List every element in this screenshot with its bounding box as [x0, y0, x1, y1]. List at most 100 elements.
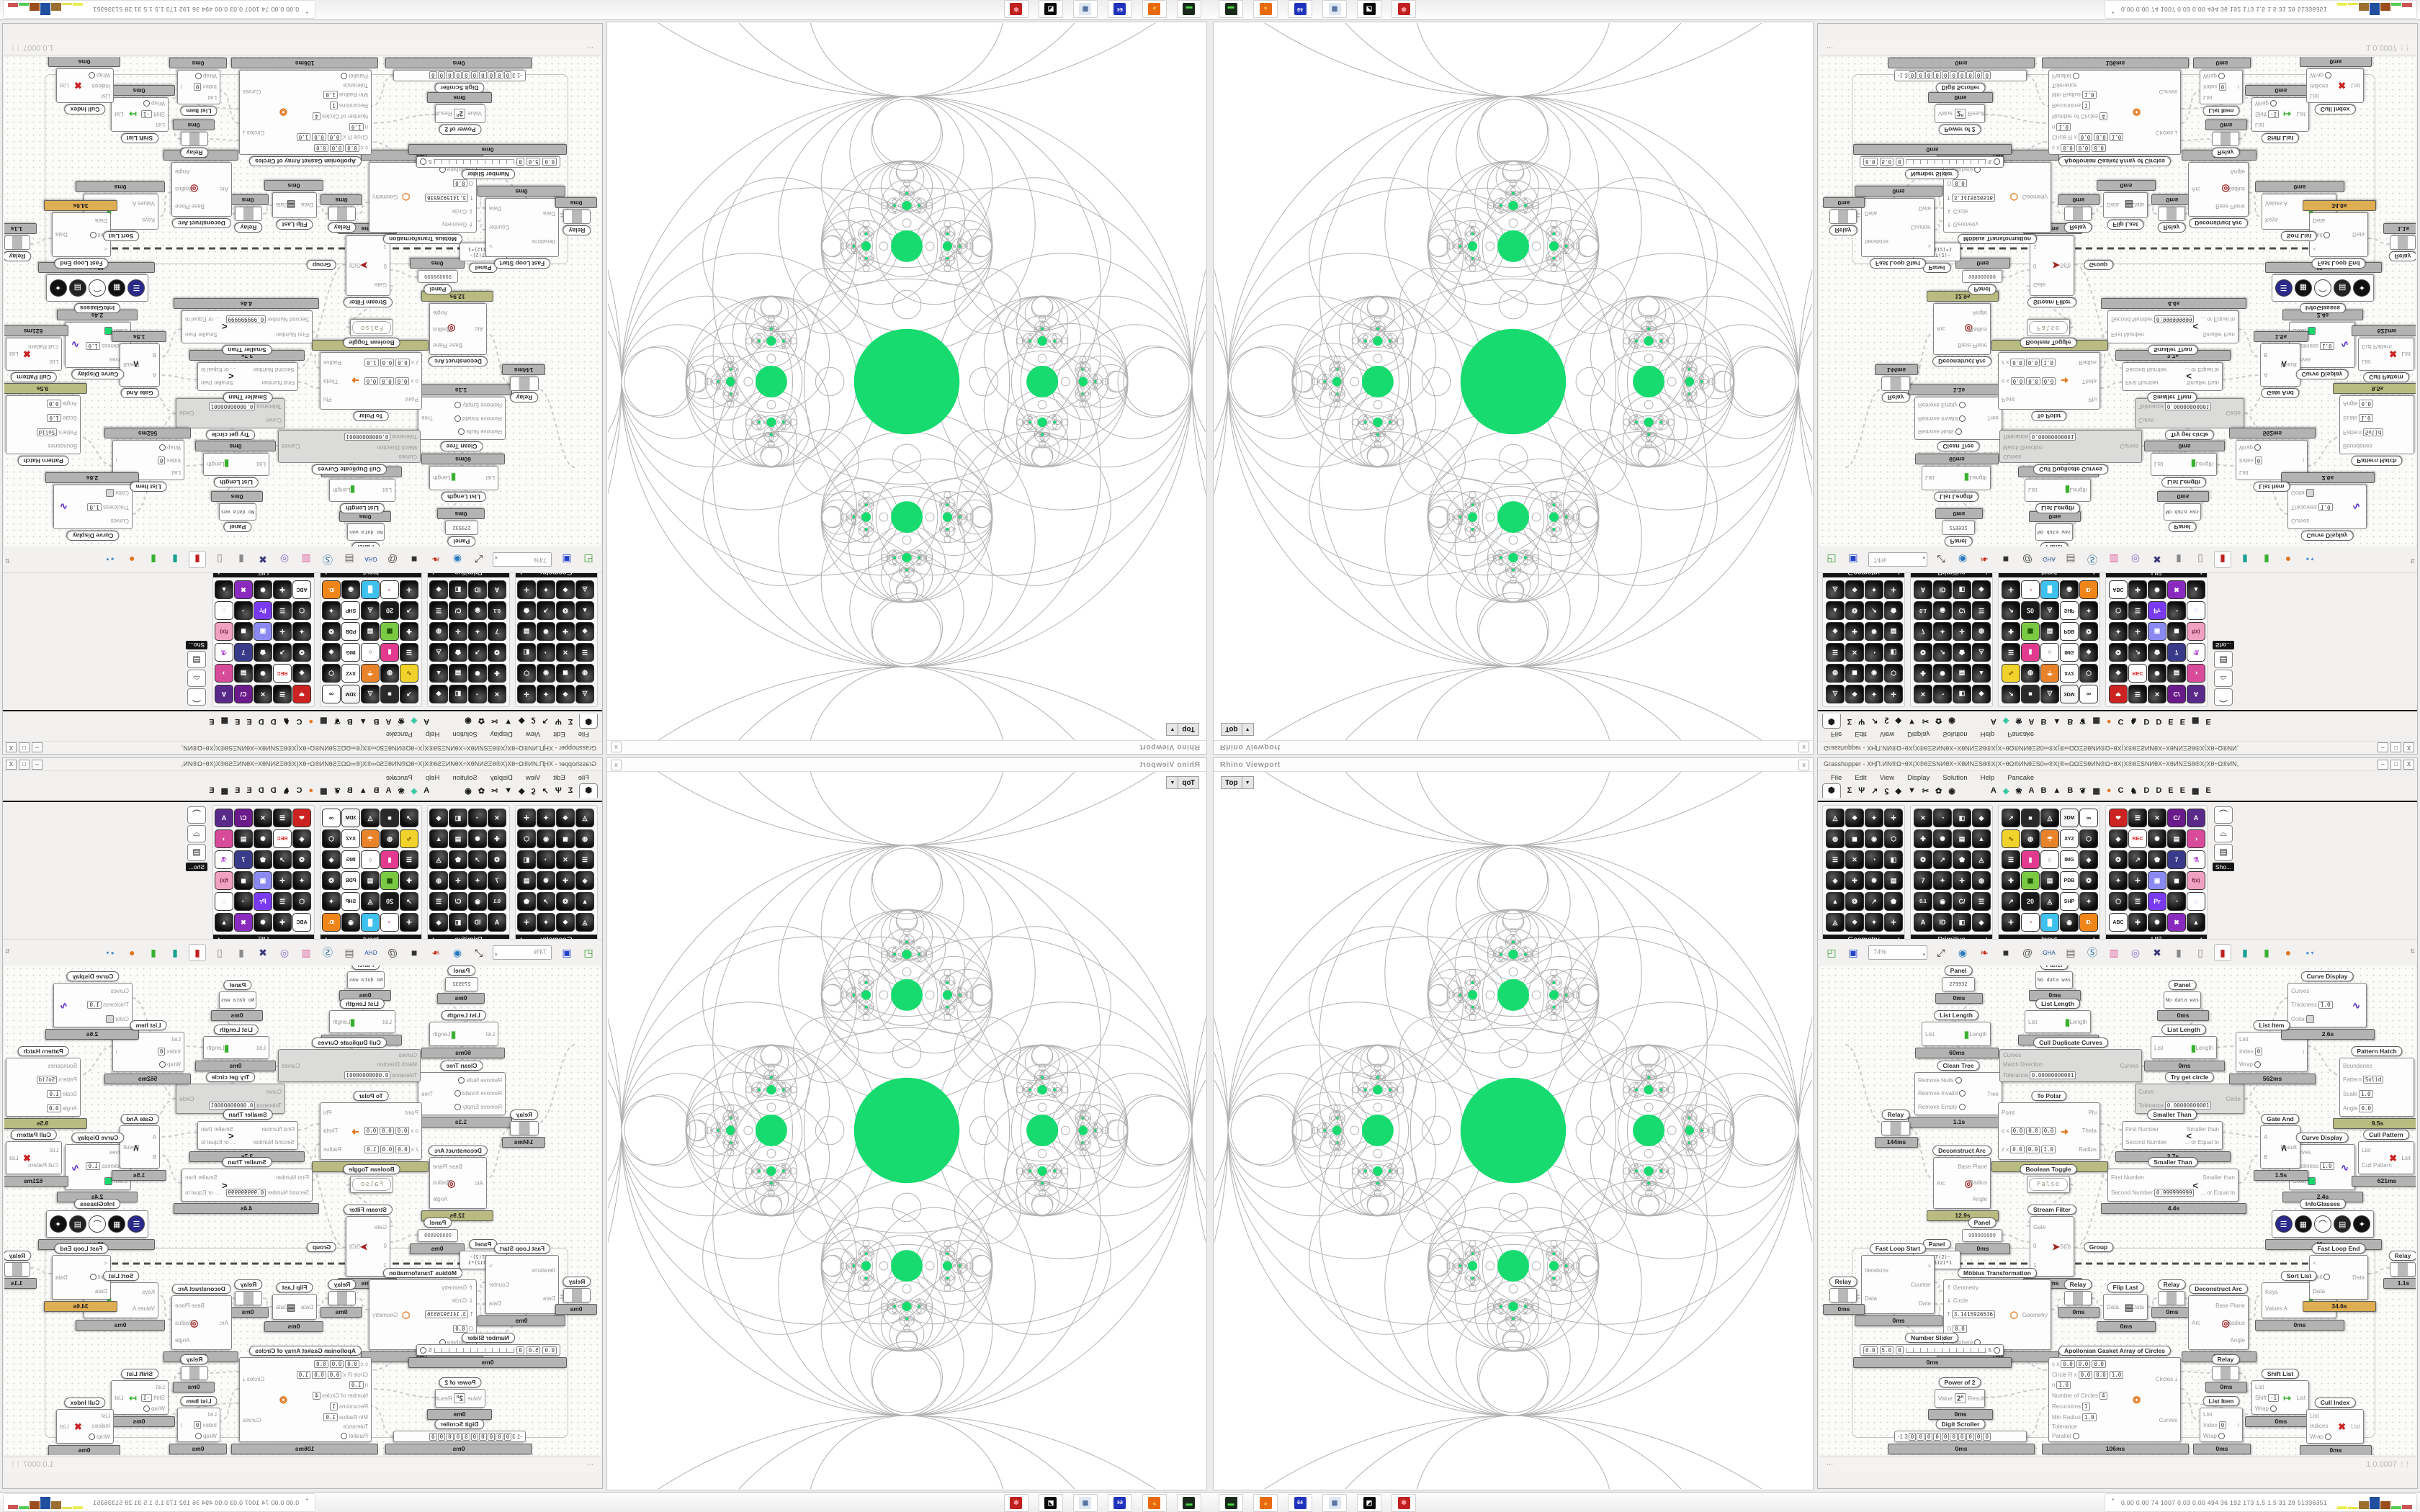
component-icon[interactable]: ▤: [361, 622, 380, 641]
component-icon[interactable]: ✚: [2002, 622, 2020, 641]
gh-node-flip-last[interactable]: Data Data ▤: [2103, 1294, 2148, 1320]
component-icon[interactable]: ◔: [234, 892, 253, 911]
resize-grip-icon[interactable]: ⡇⡇: [9, 45, 20, 52]
node-name-relay-4[interactable]: Relay: [2157, 222, 2186, 233]
menu-item-edit[interactable]: Edit: [553, 730, 565, 738]
node-name-number-slider[interactable]: Number Slider: [461, 1333, 516, 1343]
viewport-view-label[interactable]: Top ▼: [1166, 776, 1199, 789]
gh-node-list-length-2[interactable]: List Length ▮: [329, 479, 395, 502]
node-name-deconstruct-arc-1[interactable]: Deconstruct Arc: [429, 356, 488, 366]
glasses-icon[interactable]: ⌓: [2214, 825, 2233, 842]
gh-node-pattern-hatch[interactable]: Boundaries Pattern Solid Scale 1.0 Angle 0.0: [6, 1058, 81, 1117]
gh-node-relay-4[interactable]: [2158, 1291, 2185, 1305]
component-icon[interactable]: ∞: [2079, 685, 2098, 703]
component-tab[interactable]: ↗: [542, 786, 549, 796]
component-icon[interactable]: ☰: [429, 601, 448, 620]
component-icon[interactable]: XYZ: [2060, 664, 2079, 683]
flame-icon[interactable]: ❧: [1980, 946, 1989, 958]
zoom-level-combo[interactable]: 74% ▾: [493, 945, 552, 960]
node-name-stream-filter[interactable]: Stream Filter: [2027, 297, 2076, 307]
node-name-number-slider[interactable]: Number Slider: [1904, 1333, 1959, 1343]
node-name-list-length-2[interactable]: List Length: [340, 503, 385, 513]
component-tab[interactable]: ❦: [2079, 716, 2087, 726]
save-file-icon[interactable]: ▣: [1848, 946, 1858, 958]
component-icon[interactable]: ◔: [1933, 685, 1952, 703]
component-icon[interactable]: ◔: [380, 580, 399, 599]
gh-node-panel-nodata-2[interactable]: No data was: [2164, 991, 2201, 1009]
component-tab[interactable]: ▦: [2092, 716, 2100, 726]
scroll-right-icon[interactable]: ⇅: [5, 557, 10, 564]
component-icon[interactable]: ◍: [1826, 664, 1845, 683]
menu-item-help[interactable]: Help: [425, 774, 440, 782]
overflow-dots[interactable]: ...: [1827, 45, 1834, 53]
gh-node-relay-5[interactable]: [2390, 1262, 2416, 1277]
component-icon[interactable]: ❂: [556, 601, 575, 620]
cylinder-teal-icon[interactable]: ▮: [2242, 946, 2248, 958]
component-icon[interactable]: A: [488, 580, 506, 599]
gh-node-flip-last[interactable]: Data Data ▤: [2103, 192, 2148, 218]
node-name-panel-nodata-1[interactable]: Panel: [2040, 542, 2069, 546]
floppy-64-app-icon[interactable]: 64: [1108, 0, 1132, 18]
gh-node-curve-display-1[interactable]: Curves Thickness 1.0 Color ∿: [2287, 485, 2367, 529]
cylinder-green-icon[interactable]: ▮: [2264, 946, 2269, 958]
grasshopper-titlebar[interactable]: Grasshopper - ХҢΠ.ИN®Ω÷θΧ(Χ®θΞSNИθΧ÷ΧθИN…: [1818, 741, 2417, 754]
menu-item-help[interactable]: Help: [1980, 774, 1995, 782]
component-tab[interactable]: ●: [2106, 786, 2112, 795]
tab-params-selected[interactable]: ⬢: [1822, 714, 1841, 729]
rhino-app-icon[interactable]: ◩: [1039, 0, 1063, 18]
component-icon[interactable]: ◬: [1826, 809, 1845, 827]
component-icon[interactable]: █: [2040, 913, 2059, 932]
save-file-icon[interactable]: ▣: [562, 554, 572, 566]
component-icon[interactable]: 20: [380, 892, 399, 911]
component-icon[interactable]: C/: [2167, 685, 2186, 703]
component-icon[interactable]: SHP: [341, 892, 360, 911]
component-tab[interactable]: ◆: [519, 716, 525, 726]
component-icon[interactable]: XYZ: [341, 664, 360, 683]
gh-node-apollonian-gasket-array-of-circles[interactable]: c x 0.0 0.0 0.0 Circle R x 0.0 0.0 1.0 n 1.0 Numbe…: [2048, 1357, 2181, 1442]
gh-node-relay-4[interactable]: [2158, 207, 2185, 221]
component-tab[interactable]: ϛ: [1884, 786, 1889, 795]
node-name-curve-display-2[interactable]: Curve Display: [2295, 369, 2349, 379]
component-icon[interactable]: ↗: [537, 892, 555, 911]
component-icon[interactable]: ⬟: [517, 601, 536, 620]
component-icon[interactable]: ☂: [2040, 664, 2059, 683]
component-icon[interactable]: ◈: [575, 871, 594, 890]
component-icon[interactable]: ◔: [468, 685, 487, 703]
node-name-digit-scroller[interactable]: Digit Scroller: [1935, 1419, 1986, 1429]
camera-icon[interactable]: ■: [2002, 947, 2009, 958]
component-icon[interactable]: ◼: [556, 829, 575, 848]
component-icon[interactable]: 7: [2167, 643, 2186, 662]
menu-item-display[interactable]: Display: [490, 730, 513, 738]
node-name-mobius-transformation[interactable]: Möbius Transformation: [1958, 234, 2037, 244]
component-tab[interactable]: Σ: [568, 717, 573, 726]
gh-node-list-length-2[interactable]: List Length ▮: [2025, 1010, 2091, 1033]
gh-node-shift-list[interactable]: List Shift -1 Wrap List ↦: [2251, 1380, 2309, 1415]
tab-params-selected[interactable]: ⬢: [579, 783, 598, 798]
component-icon[interactable]: ✚: [273, 913, 292, 932]
component-tab[interactable]: E: [2179, 717, 2185, 726]
grasshopper-titlebar[interactable]: Grasshopper - ХҢΠ.ИN®Ω÷θΧ(Χ®θΞSNИθΧ÷ΧθИN…: [1818, 758, 2417, 771]
component-tab[interactable]: D: [258, 786, 264, 795]
component-icon[interactable]: ☰: [1826, 643, 1845, 662]
node-name-panel-999999999[interactable]: Panel: [424, 1218, 452, 1228]
gh-node-panel-279932[interactable]: 279932: [1942, 521, 1975, 535]
component-icon[interactable]: ◑: [2187, 829, 2205, 848]
cylinder-red-icon[interactable]: ▮: [2214, 551, 2231, 568]
component-icon[interactable]: ▲: [575, 601, 594, 620]
node-name-curve-display-2[interactable]: Curve Display: [71, 369, 125, 379]
node-name-smaller-than-2[interactable]: Smaller Than: [222, 1157, 272, 1167]
component-icon[interactable]: ◑: [215, 664, 233, 683]
node-name-list-length-3[interactable]: List Length: [2161, 477, 2206, 487]
component-icon[interactable]: ☰: [2128, 809, 2147, 827]
component-icon[interactable]: ∞: [322, 685, 341, 703]
node-name-gate-and[interactable]: Gate And: [2261, 1114, 2300, 1124]
component-icon[interactable]: ▲: [1972, 664, 1991, 683]
component-tab[interactable]: E: [2205, 786, 2211, 795]
node-name-deconstruct-arc-1[interactable]: Deconstruct Arc: [1932, 1146, 1991, 1156]
node-name-mobius-transformation[interactable]: Möbius Transformation: [1958, 1268, 2037, 1278]
menu-item-display[interactable]: Display: [1907, 774, 1930, 782]
node-name-panel-999999999[interactable]: Panel: [1968, 1218, 1996, 1228]
node-name-cull-index[interactable]: Cull Index: [64, 1398, 106, 1408]
node-name-sort-list[interactable]: Sort List: [102, 1271, 140, 1281]
component-icon[interactable]: ❂: [1845, 601, 1864, 620]
